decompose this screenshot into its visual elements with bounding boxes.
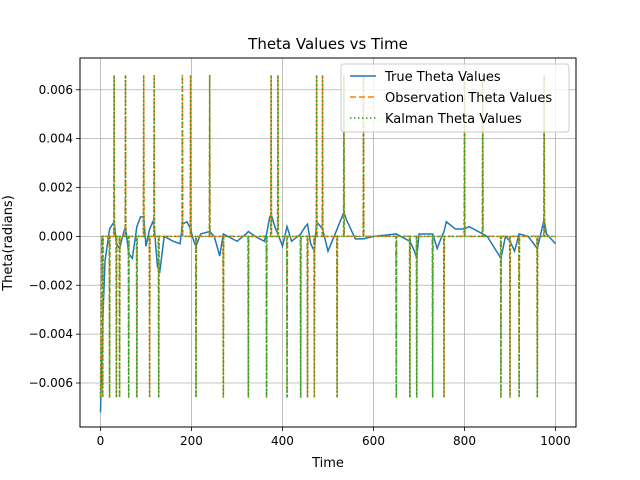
- legend: True Theta Values Observation Theta Valu…: [340, 63, 570, 133]
- x-tick-label: 200: [180, 434, 203, 448]
- y-tick-label: 0.000: [39, 229, 73, 243]
- y-tick-label: 0.006: [39, 83, 73, 97]
- x-tick-label: 0: [97, 434, 105, 448]
- x-tick-label: 1000: [540, 434, 571, 448]
- x-tick-label: 600: [362, 434, 385, 448]
- y-tick-label: −0.004: [29, 327, 73, 341]
- series-line-kalman-theta: [99, 75, 556, 398]
- legend-label-true: True Theta Values: [384, 70, 501, 85]
- y-tick-label: −0.002: [29, 278, 73, 292]
- y-tick-label: 0.004: [39, 132, 73, 146]
- y-axis-ticks: −0.006 −0.004 −0.002 0.000 0.002 0.004 0.006: [29, 83, 80, 390]
- plot-area: [99, 75, 557, 413]
- plot-frame: [79, 57, 577, 428]
- y-tick-label: −0.006: [29, 376, 73, 390]
- x-tick-label: 800: [453, 434, 476, 448]
- y-tick-label: 0.002: [39, 181, 73, 195]
- chart-title: Theta Values vs Time: [247, 35, 408, 53]
- x-tick-label: 400: [271, 434, 294, 448]
- x-axis-ticks: 0 200 400 600 800 1000: [97, 427, 571, 448]
- y-axis-label: Theta(radians): [1, 195, 16, 292]
- legend-label-kalman: Kalman Theta Values: [385, 112, 522, 127]
- legend-label-observation: Observation Theta Values: [385, 91, 552, 106]
- x-axis-label: Time: [311, 456, 344, 471]
- legend-box: [340, 63, 570, 133]
